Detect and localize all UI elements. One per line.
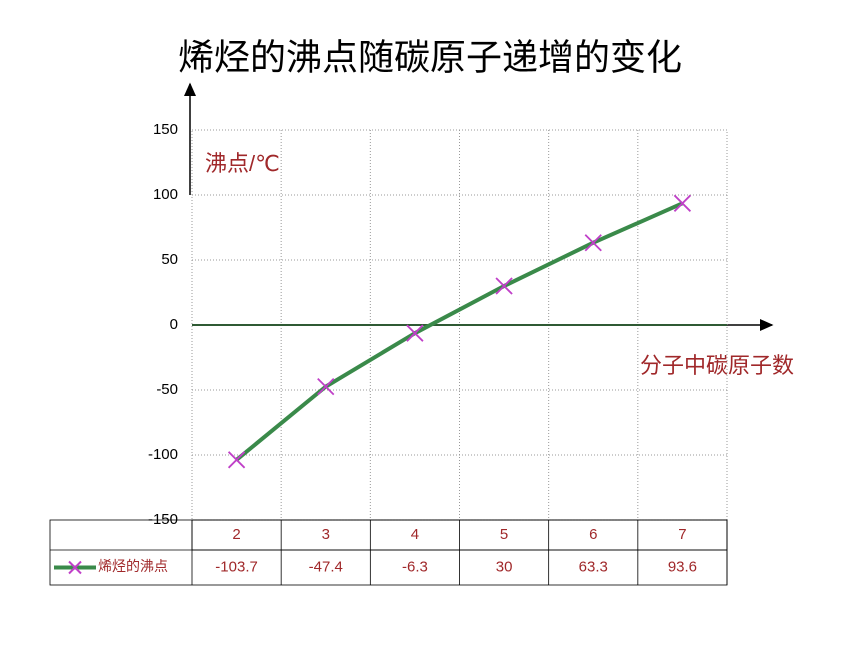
y-tick-label: 50 (161, 251, 178, 268)
table-value: 30 (496, 558, 513, 575)
x-tick-label: 6 (589, 526, 597, 543)
x-tick-label: 4 (411, 526, 419, 543)
table-value: -6.3 (402, 558, 428, 575)
point-marker (673, 194, 692, 212)
x-tick-label: 5 (500, 526, 508, 543)
point-marker (227, 451, 246, 469)
x-tick-label: 2 (232, 526, 240, 543)
point-marker (495, 277, 513, 295)
table-value: 63.3 (579, 558, 608, 575)
table-value: -47.4 (309, 558, 343, 575)
y-tick-label: -100 (148, 446, 178, 463)
x-tick-label: 3 (322, 526, 330, 543)
y-axis-title: 沸点/℃ (205, 151, 280, 176)
legend-marker (68, 560, 82, 575)
x-tick-label: 7 (678, 526, 686, 543)
table-value: 93.6 (668, 558, 697, 575)
table-value: -103.7 (215, 558, 258, 575)
table-frame (49, 519, 728, 586)
legend-label: 烯烃的沸点 (98, 558, 168, 574)
y-tick-label: -150 (148, 511, 178, 528)
x-axis-title: 分子中碳原子数 (640, 353, 794, 378)
point-marker (317, 377, 335, 396)
point-marker (406, 324, 424, 342)
series-line (235, 201, 684, 462)
y-tick-label: -50 (156, 381, 178, 398)
chart-title: 烯烃的沸点随碳原子递增的变化 (178, 37, 682, 78)
point-marker (584, 234, 602, 252)
y-tick-label: 0 (170, 316, 178, 333)
y-tick-label: 100 (153, 186, 178, 203)
y-tick-label: 150 (153, 121, 178, 138)
